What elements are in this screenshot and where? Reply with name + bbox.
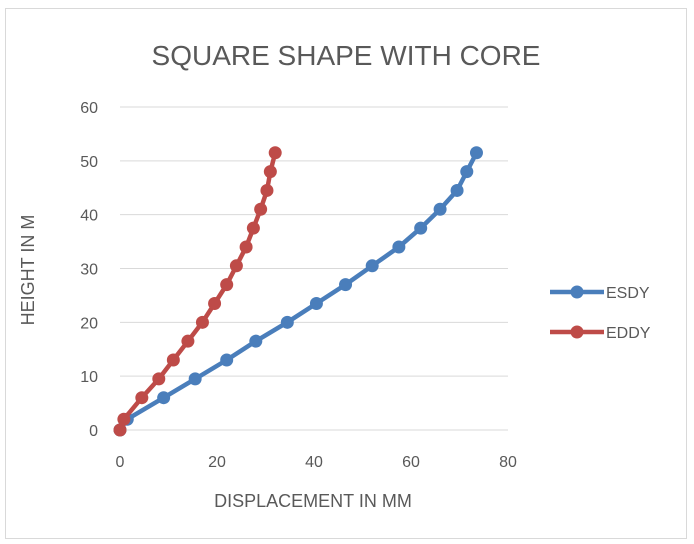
y-tick-label: 40: [80, 208, 98, 225]
y-tick-label: 0: [89, 423, 98, 440]
x-tick-label: 80: [499, 454, 517, 471]
series-esdy: [113, 146, 483, 437]
data-point-esdy: [280, 315, 294, 329]
legend-swatch-marker: [570, 325, 584, 339]
data-point-esdy: [309, 296, 323, 310]
legend: ESDY EDDY: [550, 285, 651, 342]
data-point-eddy: [195, 315, 209, 329]
data-point-esdy: [157, 391, 171, 405]
data-point-eddy: [246, 221, 260, 235]
data-point-eddy: [239, 240, 253, 254]
y-tick-labels: 0 10 20 30 40 50 60: [80, 100, 98, 440]
data-point-eddy: [135, 391, 149, 405]
legend-item-eddy: EDDY: [550, 325, 651, 342]
x-tick-labels: 0 20 40 60 80: [116, 454, 517, 471]
data-point-eddy: [260, 183, 274, 197]
chart-frame: [5, 8, 687, 539]
data-point-eddy: [268, 146, 282, 160]
y-axis-label: HEIGHT IN M: [18, 215, 38, 326]
series-line-eddy: [117, 150, 278, 433]
x-tick-label: 20: [208, 454, 226, 471]
data-point-eddy: [263, 165, 277, 179]
y-tick-label: 30: [80, 262, 98, 279]
legend-label: ESDY: [606, 285, 650, 302]
data-point-eddy: [181, 334, 195, 348]
data-point-esdy: [339, 278, 353, 292]
y-tick-label: 10: [80, 369, 98, 386]
data-point-esdy: [220, 353, 234, 367]
data-point-eddy: [229, 259, 243, 273]
data-point-eddy: [166, 353, 180, 367]
x-tick-label: 40: [305, 454, 323, 471]
data-point-esdy: [469, 146, 483, 160]
series-line-esdy: [117, 150, 479, 433]
data-point-eddy: [152, 372, 166, 386]
data-point-esdy: [414, 221, 428, 235]
x-tick-label: 0: [116, 454, 125, 471]
data-point-esdy: [188, 372, 202, 386]
legend-label: EDDY: [606, 325, 651, 342]
data-point-esdy: [249, 334, 263, 348]
chart-title: SQUARE SHAPE WITH CORE: [152, 40, 541, 71]
y-tick-label: 20: [80, 315, 98, 332]
x-axis-label: DISPLACEMENT IN MM: [214, 491, 412, 511]
legend-swatch-marker: [570, 285, 584, 299]
data-point-esdy: [433, 202, 447, 216]
gridlines: [120, 106, 508, 377]
data-point-eddy: [117, 412, 131, 426]
data-point-eddy: [220, 278, 234, 292]
series-group: [113, 146, 483, 437]
data-point-eddy: [254, 202, 268, 216]
y-tick-label: 60: [80, 100, 98, 117]
data-point-eddy: [113, 423, 127, 437]
data-point-esdy: [450, 183, 464, 197]
data-point-esdy: [460, 165, 474, 179]
data-point-eddy: [208, 296, 222, 310]
series-eddy: [113, 146, 282, 437]
data-point-esdy: [392, 240, 406, 254]
legend-item-esdy: ESDY: [550, 285, 650, 302]
x-tick-label: 60: [402, 454, 420, 471]
data-point-esdy: [365, 259, 379, 273]
y-tick-label: 50: [80, 154, 98, 171]
